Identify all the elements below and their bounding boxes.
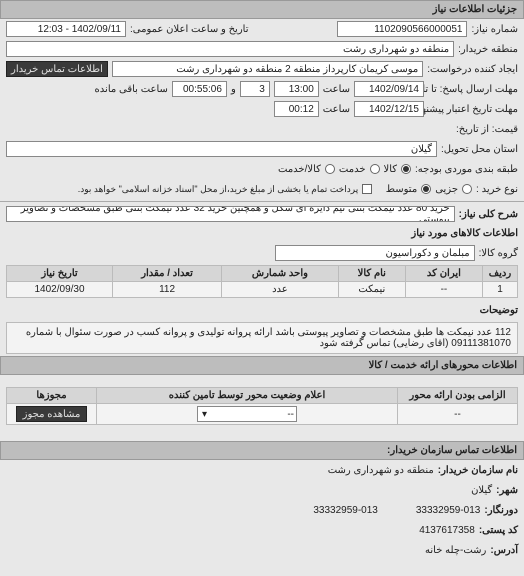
axis-select-val: -- — [287, 409, 294, 420]
lbl-requester: ایجاد کننده درخواست: — [427, 64, 518, 75]
table-row[interactable]: 1 -- نیمکت عدد 112 1402/09/30 — [7, 282, 518, 298]
lbl-hour1: ساعت — [323, 84, 350, 95]
td-row: 1 — [483, 282, 518, 298]
td-permits: مشاهده مجوز — [7, 404, 97, 425]
lbl-validity: مهلت تاریخ اعتبار پیشنهاد: تا تاریخ: — [428, 104, 518, 115]
lbl-org-postal: کد پستی: — [479, 525, 518, 536]
lbl-goods: کالا — [384, 164, 398, 175]
lbl-announce: تاریخ و ساعت اعلان عمومی: — [130, 24, 249, 35]
axis-row: -- -- ▾ مشاهده مجوز — [7, 404, 518, 425]
th-permits: مجوزها — [7, 388, 97, 404]
btn-buyer-contact[interactable]: اطلاعات تماس خریدار — [6, 61, 108, 77]
radio-medium[interactable] — [421, 184, 431, 194]
lbl-remain-hours: ساعت باقی مانده — [95, 84, 168, 95]
fld-validity-hour: 00:12 — [274, 101, 319, 117]
lbl-budget-row: طبقه بندی موردی بودجه: — [415, 164, 518, 175]
lbl-org-city: شهر: — [496, 485, 518, 496]
fld-requester: موسی کریمان کارپرداز منطقه 2 منطقه دو شه… — [112, 61, 423, 77]
lbl-org-address: آدرس: — [490, 545, 518, 556]
td-axis-mand: -- — [398, 404, 518, 425]
th-date: تاریخ نیاز — [7, 266, 113, 282]
radio-service[interactable] — [370, 164, 380, 174]
lbl-service: خدمت — [339, 164, 366, 175]
fld-announce: 1402/09/11 - 12:03 — [6, 21, 126, 37]
lbl-need-title: شرح کلی نیاز: — [459, 209, 518, 220]
radio-small[interactable] — [462, 184, 472, 194]
section-buyer-org: اطلاعات تماس سازمان خریدار: — [0, 441, 524, 460]
section-axis: اطلاعات محورهای ارائه خدمت / کالا — [0, 356, 524, 375]
lbl-need-no: شماره نیاز: — [471, 24, 518, 35]
fld-province: گیلان — [6, 141, 437, 157]
btn-view-permit[interactable]: مشاهده مجوز — [16, 406, 88, 422]
lbl-goods-service: کالا/خدمت — [278, 164, 321, 175]
fld-validity-date: 1402/12/15 — [354, 101, 424, 117]
fld-buyer-zone: منطقه دو شهرداری رشت — [6, 41, 454, 57]
chk-partial[interactable] — [362, 184, 372, 194]
fld-org-city: گیلان — [471, 485, 492, 496]
lbl-buyer-zone: منطقه خریدار: — [458, 44, 518, 55]
lbl-price-from: قیمت: از تاریخ: — [428, 124, 518, 135]
section-need-info: جزئیات اطلاعات نیاز — [0, 0, 524, 19]
fld-remain-days: 3 — [240, 81, 270, 97]
td-unit: عدد — [222, 282, 339, 298]
lbl-org-fax: دورنگار: — [484, 505, 518, 516]
radio-goods[interactable] — [401, 164, 411, 174]
td-code: -- — [405, 282, 482, 298]
th-axis-mandatory: الزامی بودن ارائه محور — [398, 388, 518, 404]
fld-response-hour: 13:00 — [274, 81, 319, 97]
section-goods-info: اطلاعات کالاهای مورد نیاز — [0, 224, 524, 243]
radio-goods-service[interactable] — [325, 164, 335, 174]
td-qty: 112 — [113, 282, 222, 298]
lbl-notes: توضیحات — [480, 305, 518, 316]
lbl-medium: متوسط — [386, 184, 417, 195]
lbl-small: جزیی — [435, 184, 458, 195]
td-date: 1402/09/30 — [7, 282, 113, 298]
fld-need-no: 1102090566000051 — [337, 21, 467, 37]
fld-remain-time: 00:55:06 — [172, 81, 227, 97]
lbl-response-deadline: مهلت ارسال پاسخ: تا تاریخ: — [428, 84, 518, 95]
chevron-down-icon: ▾ — [202, 409, 207, 420]
th-axis-approval: اعلام وضعیت محور توسط تامین کننده — [97, 388, 398, 404]
td-axis-appr: -- ▾ — [97, 404, 398, 425]
axis-table: الزامی بودن ارائه محور اعلام وضعیت محور … — [6, 387, 518, 425]
fld-notes: 112 عدد نیمکت ها طبق مشخصات و تصاویر پیو… — [6, 322, 518, 354]
lbl-partial: پرداخت تمام یا بخشی از مبلغ خرید،از محل … — [78, 184, 358, 195]
th-code: ایران کد — [405, 266, 482, 282]
fld-goods-group: مبلمان و دکوراسیون — [275, 245, 475, 261]
lbl-province: استان محل تحویل: — [441, 144, 518, 155]
th-name: نام کالا — [338, 266, 405, 282]
th-row: ردیف — [483, 266, 518, 282]
td-name: نیمکت — [338, 282, 405, 298]
lbl-and: و — [231, 84, 236, 95]
fld-org-address: رشت-چله خانه — [425, 545, 486, 556]
lbl-buy-type: نوع خرید : — [476, 184, 518, 195]
fld-org-postal: 4137617358 — [419, 525, 475, 536]
fld-org-name: منطقه دو شهرداری رشت — [328, 465, 434, 476]
th-qty: تعداد / مقدار — [113, 266, 222, 282]
fld-org-fax: 33332959-013 — [416, 505, 481, 516]
lbl-hour2: ساعت — [323, 104, 350, 115]
lbl-org-name: نام سازمان خریدار: — [438, 465, 518, 476]
goods-table: ردیف ایران کد نام کالا واحد شمارش تعداد … — [6, 265, 518, 298]
th-unit: واحد شمارش — [222, 266, 339, 282]
axis-select[interactable]: -- ▾ — [197, 406, 297, 422]
fld-need-title: خرید 80 عدد نیمکت بتنی نیم دایره ای شکل … — [6, 206, 455, 222]
lbl-goods-group: گروه کالا: — [479, 248, 518, 259]
fld-org-phone: 33332959-013 — [313, 505, 378, 516]
fld-response-date: 1402/09/14 — [354, 81, 424, 97]
